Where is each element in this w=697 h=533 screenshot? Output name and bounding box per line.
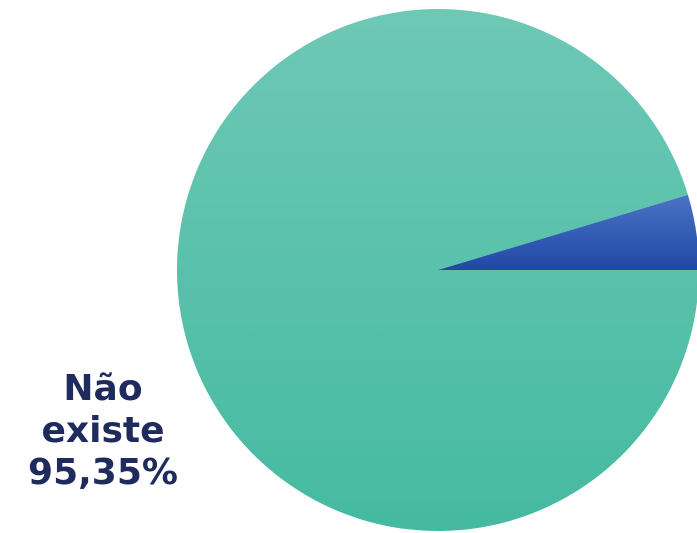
slice-label-line-2: existe — [18, 410, 188, 452]
slice-label-line-1: Não — [18, 368, 188, 410]
slice-label-value: 95,35% — [18, 452, 188, 494]
slice-label-nao-existe: Não existe 95,35% — [18, 368, 188, 494]
